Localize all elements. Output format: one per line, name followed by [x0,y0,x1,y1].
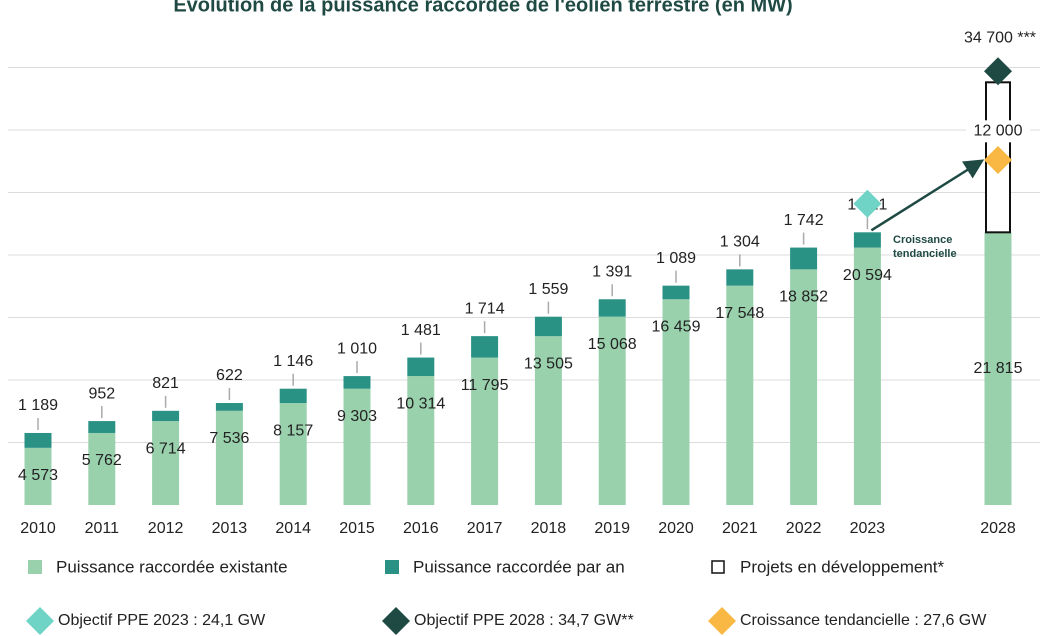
bar-existing [88,432,116,505]
legend-swatch [28,560,42,574]
bar-existing [534,336,562,505]
x-tick-label: 2010 [20,520,56,537]
existing-label: 10 314 [396,395,445,412]
legend-marker [382,607,410,635]
annual-label: 1 089 [656,250,696,267]
x-tick-label: 2018 [531,520,567,537]
annotation: Croissance tendancielle [893,234,957,260]
existing-label: 7 536 [209,430,249,447]
bar-existing [343,388,371,505]
x-tick-label: 2016 [403,520,439,537]
annual-label: 1 010 [337,340,377,357]
bar-annual [88,421,116,433]
trend-arrow [870,159,985,232]
existing-label: 4 573 [18,467,58,484]
legend-label: Projets en développement* [740,557,945,576]
existing-label: 15 068 [588,336,637,353]
annotation-line: Croissance [893,234,952,246]
bar-annual [407,357,435,377]
bar-annual [534,316,562,337]
x-tick-label: 2015 [339,520,375,537]
existing-label: 9 303 [337,408,377,425]
bar-existing [984,232,1012,505]
annual-label: 1 714 [465,300,505,317]
x-tick-label: 2012 [148,520,184,537]
bar-annual [152,410,180,422]
bar-annual [471,336,499,358]
existing-label: 6 714 [146,440,186,457]
annual-label: 1 146 [273,353,313,370]
projects-label: 12 000 [974,123,1023,140]
legend-swatch [385,560,399,574]
x-tick-label: 2022 [786,520,822,537]
bar-existing [24,447,52,505]
annual-label: 1 304 [720,234,760,251]
chart-title: Évolution de la puissance raccordée de l… [173,0,792,16]
bar-existing [726,285,754,505]
annual-label: 1 481 [401,322,441,339]
x-tick-label: 2011 [85,520,120,537]
annotation-line: tendancielle [893,248,957,260]
annual-label: 1 742 [784,212,824,229]
bar-existing [407,376,435,505]
existing-label: 18 852 [779,289,828,306]
bar-annual [726,269,754,286]
marker-label: 34 700 *** [964,29,1036,46]
bar-existing [215,410,243,505]
annual-label: 1 189 [18,397,58,414]
x-tick-label: 2023 [850,520,886,537]
bar-annual [790,247,818,270]
existing-label: 8 157 [273,422,313,439]
legend-label: Objectif PPE 2023 : 24,1 GW [58,612,266,629]
x-tick-label: 2019 [594,520,630,537]
x-tick-label: 2013 [212,520,248,537]
existing-label: 5 762 [82,452,122,469]
x-tick-label: 2014 [275,520,311,537]
label-bg [966,120,1030,143]
bar-annual [215,403,243,411]
bar-annual [662,285,690,300]
bar-existing [598,316,626,505]
bar-annual [598,299,626,317]
x-tick-label: 2028 [980,520,1016,537]
x-tick-label: 2020 [658,520,694,537]
bar-existing [662,299,690,505]
existing-label: 17 548 [715,305,764,322]
legend-swatch [711,560,725,574]
bar-annual [279,388,307,404]
legend-marker [26,607,54,635]
existing-label: 21 815 [974,360,1023,377]
legend-label: Puissance raccordée par an [413,557,625,576]
target-marker [984,146,1012,174]
annual-label: 1 391 [592,263,632,280]
bar-annual [343,376,371,389]
legend-label: Objectif PPE 2028 : 34,7 GW** [414,612,634,629]
legend-label: Puissance raccordée existante [56,557,288,576]
bar-annual [24,432,52,448]
x-tick-label: 2017 [467,520,503,537]
target-marker [853,189,882,218]
bar-existing [471,357,499,505]
bar-existing [853,247,881,505]
legend-label: Croissance tendancielle : 27,6 GW [740,612,987,629]
existing-label: 11 795 [461,377,509,394]
bar-existing [152,421,180,505]
x-tick-label: 2021 [722,520,758,537]
target-marker [984,57,1012,86]
existing-label: 20 594 [843,267,892,284]
existing-label: 13 505 [524,355,573,372]
bar-existing [790,269,818,505]
legend-marker [708,607,736,635]
annual-label: 821 [152,375,179,392]
bar-existing [279,403,307,505]
existing-label: 16 459 [652,318,701,335]
annual-label: 622 [216,367,243,384]
annual-label: 952 [88,385,115,402]
bar-annual [853,232,881,248]
annual-label: 1 559 [528,281,568,298]
